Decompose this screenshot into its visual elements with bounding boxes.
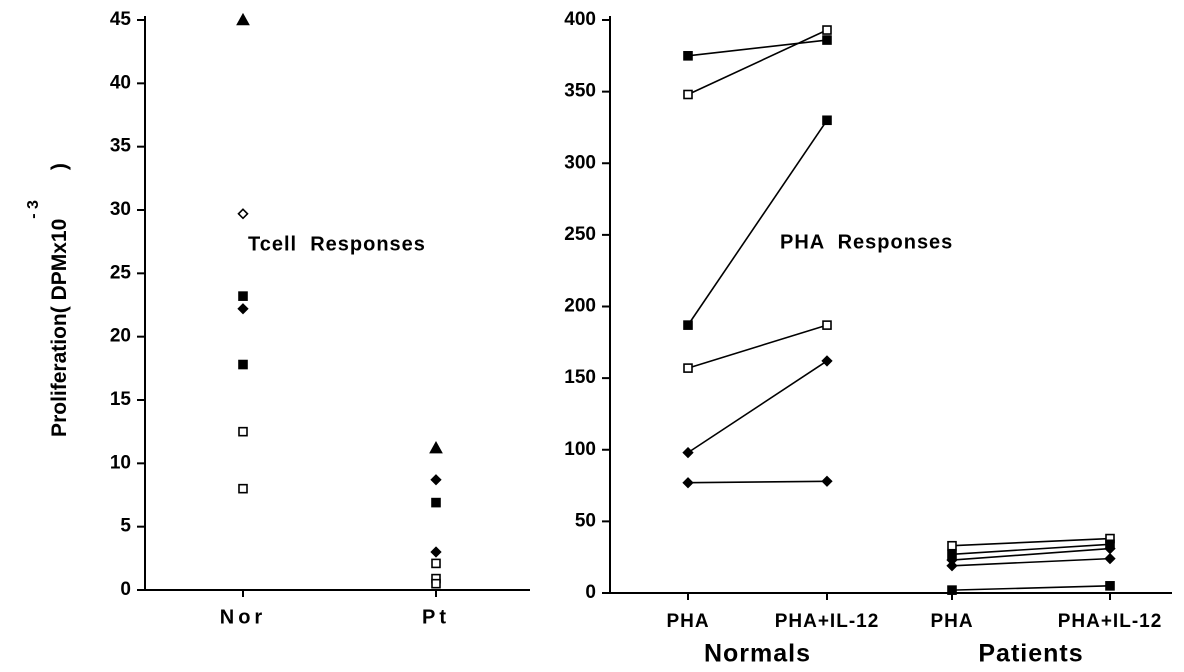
marker xyxy=(822,25,832,35)
marker xyxy=(683,89,693,100)
marker xyxy=(237,303,249,315)
y-tick-label: 25 xyxy=(110,262,132,283)
y-tick-label: 100 xyxy=(564,439,596,460)
marker xyxy=(683,363,693,373)
y-label-exponent: - 3 xyxy=(25,200,42,219)
y-tick-label: 150 xyxy=(564,367,596,388)
pair-line xyxy=(951,543,1111,556)
pair-line xyxy=(687,119,828,326)
y-tick-label: 35 xyxy=(110,136,132,157)
marker xyxy=(821,355,833,367)
y-tick-label: 20 xyxy=(110,326,131,347)
marker xyxy=(822,320,832,330)
marker xyxy=(947,585,957,595)
x-tick-label: Pt xyxy=(422,606,450,628)
pair-line xyxy=(687,360,828,454)
y-tick-label: 40 xyxy=(110,72,131,93)
pair-line xyxy=(951,537,1111,547)
y-axis-label: Proliferation( DPMx10 - 3) xyxy=(25,163,70,437)
pair-line xyxy=(687,29,828,96)
pair-line xyxy=(951,585,1111,591)
pair-line xyxy=(687,480,828,484)
y-tick-label: 350 xyxy=(564,81,596,102)
marker xyxy=(430,474,442,486)
marker xyxy=(237,208,249,220)
marker xyxy=(238,483,248,494)
pair-line xyxy=(951,547,1111,561)
marker xyxy=(822,35,832,45)
y-tick-label: 300 xyxy=(564,152,596,173)
marker xyxy=(682,446,694,459)
y-tick-label: 45 xyxy=(110,9,132,30)
marker xyxy=(682,477,694,489)
y-tick-label: 0 xyxy=(585,582,596,603)
y-tick-label: 30 xyxy=(110,199,131,220)
marker xyxy=(821,475,833,487)
pair-line xyxy=(951,557,1111,567)
x-tick-label: PHA+IL-12 xyxy=(1058,611,1163,632)
annotation: PHA Responses xyxy=(780,231,953,253)
y-tick-label: 15 xyxy=(110,389,132,410)
marker xyxy=(431,578,441,589)
marker xyxy=(238,359,248,370)
marker xyxy=(1105,581,1115,591)
y-tick-label: 50 xyxy=(575,510,596,531)
marker xyxy=(429,440,443,454)
y-label-main: Proliferation( DPMx10 xyxy=(48,219,71,437)
y-tick-label: 200 xyxy=(564,296,596,317)
marker xyxy=(238,291,248,301)
y-tick-label: 10 xyxy=(110,452,131,473)
marker xyxy=(431,497,441,508)
x-tick-label: PHA+IL-12 xyxy=(775,611,880,632)
marker xyxy=(430,546,442,558)
x-tick-label: PHA xyxy=(930,611,973,632)
x-tick-label: Nor xyxy=(220,606,266,628)
marker xyxy=(1104,552,1116,565)
marker xyxy=(947,540,957,551)
marker xyxy=(431,558,441,569)
annotation: Tcell Responses xyxy=(248,233,426,255)
y-tick-label: 250 xyxy=(564,224,596,245)
y-tick-label: 5 xyxy=(120,516,131,537)
pair-line xyxy=(687,324,828,369)
y-tick-label: 400 xyxy=(564,9,596,30)
marker xyxy=(683,51,693,61)
marker xyxy=(683,320,693,330)
pair-line xyxy=(687,39,828,57)
x-tick-label: PHA xyxy=(666,611,709,632)
group-label: Patients xyxy=(978,640,1083,668)
marker xyxy=(238,426,248,437)
y-label-end: ) xyxy=(48,163,71,170)
y-tick-label: 0 xyxy=(120,579,131,600)
marker xyxy=(946,560,958,572)
group-label: Normals xyxy=(704,640,811,668)
marker xyxy=(822,115,832,126)
marker xyxy=(236,12,250,26)
